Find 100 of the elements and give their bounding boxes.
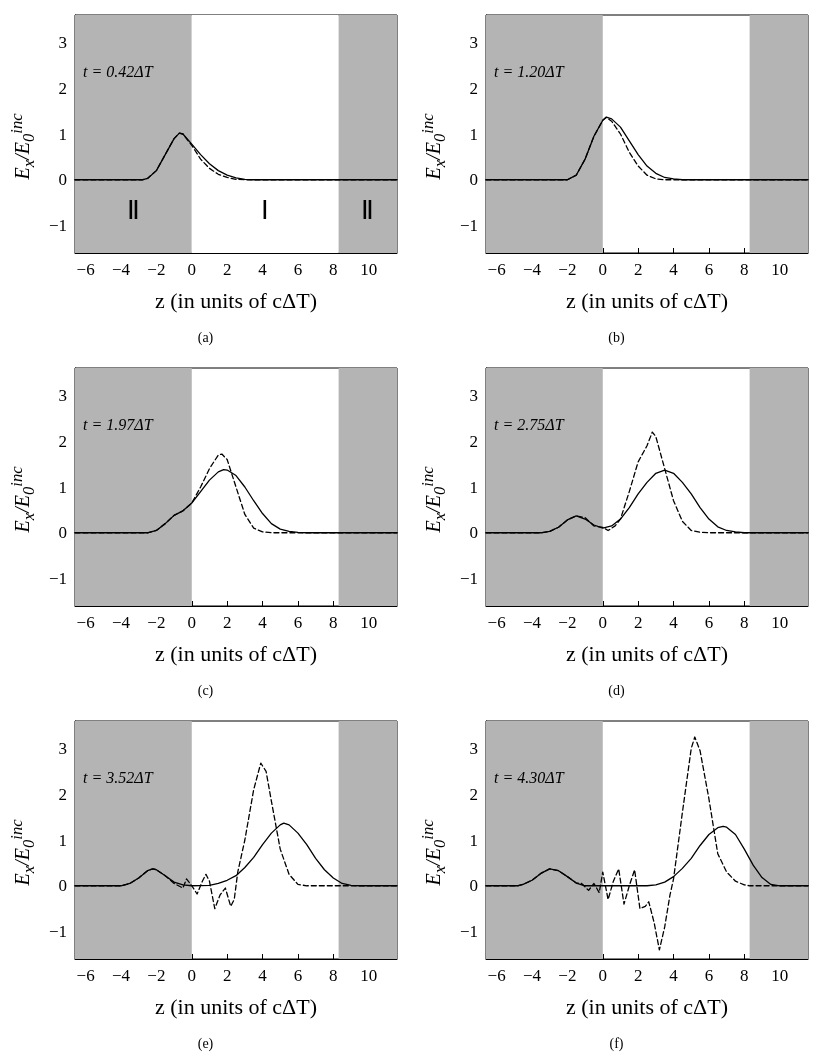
x-axis-title: z (in units of cΔT) — [155, 640, 317, 666]
x-tick-label: 8 — [329, 613, 338, 632]
y-tick-label: 1 — [58, 124, 67, 144]
x-tick-label: 6 — [704, 966, 714, 985]
y-tick-label: −1 — [459, 216, 478, 236]
y-tick-label: 3 — [469, 738, 478, 758]
x-tick-label: 2 — [222, 260, 232, 279]
x-tick-label: 4 — [258, 966, 268, 985]
text: (d) — [608, 682, 625, 699]
x-tick-label: 4 — [669, 966, 679, 985]
band-label: Ⅰ — [261, 195, 270, 225]
y-tick-label: 3 — [469, 385, 478, 405]
x-tick-label: 6 — [293, 966, 303, 985]
text: (e) — [197, 1035, 214, 1052]
x-tick-label: 0 — [598, 260, 608, 279]
y-tick-label: −1 — [48, 922, 67, 942]
text: t = 0.42ΔT — [83, 62, 154, 80]
x-tick-label: 6 — [293, 613, 303, 632]
y-tick-label: 3 — [469, 32, 478, 52]
y-tick-label: 3 — [58, 32, 67, 52]
x-tick-label: −2 — [147, 966, 166, 985]
x-tick-label: 10 — [360, 613, 378, 632]
x-tick-label: 0 — [598, 613, 608, 632]
text: t = 1.97ΔT — [83, 415, 154, 433]
band-label: Ⅱ — [126, 195, 140, 225]
x-axis-title: z (in units of cΔT) — [566, 287, 728, 313]
x-tick-label: −4 — [111, 260, 131, 279]
x-axis-title: z (in units of cΔT) — [566, 993, 728, 1019]
x-tick-label: 10 — [771, 260, 789, 279]
y-tick-label: 2 — [58, 784, 67, 804]
y-tick-label: 3 — [58, 385, 67, 405]
x-tick-label: 8 — [329, 260, 338, 279]
x-tick-label: −6 — [76, 260, 95, 279]
y-tick-label: 3 — [58, 738, 67, 758]
x-tick-label: −2 — [558, 260, 577, 279]
x-tick-label: −2 — [147, 260, 166, 279]
x-tick-label: 2 — [222, 966, 232, 985]
x-tick-label: 2 — [222, 613, 232, 632]
y-tick-label: 1 — [469, 124, 478, 144]
x-tick-label: 8 — [740, 966, 749, 985]
x-tick-label: −6 — [487, 966, 506, 985]
text: t = 1.20ΔT — [494, 62, 565, 80]
text: (f) — [609, 1035, 624, 1052]
y-tick-label: −1 — [48, 216, 67, 236]
y-tick-label: 0 — [469, 170, 478, 190]
band-label: Ⅱ — [361, 195, 375, 225]
x-tick-label: −4 — [522, 966, 542, 985]
x-axis-title: z (in units of cΔT) — [155, 993, 317, 1019]
text: (b) — [608, 329, 625, 346]
x-tick-label: 8 — [740, 613, 749, 632]
x-tick-label: −4 — [111, 613, 131, 632]
x-tick-label: 0 — [187, 613, 197, 632]
x-tick-label: 10 — [360, 260, 378, 279]
text: t = 3.52ΔT — [83, 768, 154, 786]
y-tick-label: 1 — [469, 830, 478, 850]
x-tick-label: 2 — [633, 966, 643, 985]
x-tick-label: −4 — [522, 613, 542, 632]
y-tick-label: 0 — [469, 523, 478, 543]
y-tick-label: 1 — [58, 830, 67, 850]
x-tick-label: 4 — [258, 613, 268, 632]
y-tick-label: 0 — [58, 170, 67, 190]
text: (c) — [197, 682, 214, 699]
x-tick-label: 6 — [293, 260, 303, 279]
x-tick-label: 10 — [771, 966, 789, 985]
x-tick-label: −4 — [522, 260, 542, 279]
x-tick-label: 4 — [669, 613, 679, 632]
x-tick-label: 10 — [771, 613, 789, 632]
x-tick-label: 6 — [704, 260, 714, 279]
x-tick-label: 2 — [633, 260, 643, 279]
y-tick-label: 0 — [469, 876, 478, 896]
y-tick-label: 0 — [58, 523, 67, 543]
x-axis-title: z (in units of cΔT) — [155, 287, 317, 313]
y-tick-label: 2 — [469, 431, 478, 451]
y-tick-label: −1 — [459, 922, 478, 942]
x-tick-label: −4 — [111, 966, 131, 985]
y-tick-label: 2 — [469, 784, 478, 804]
text: t = 4.30ΔT — [494, 768, 565, 786]
y-tick-label: 2 — [58, 431, 67, 451]
y-tick-label: 2 — [58, 78, 67, 98]
x-tick-label: −2 — [558, 966, 577, 985]
y-tick-label: 1 — [58, 477, 67, 497]
x-tick-label: −6 — [487, 613, 506, 632]
text: t = 2.75ΔT — [494, 415, 565, 433]
y-tick-label: −1 — [459, 569, 478, 589]
x-tick-label: 8 — [740, 260, 749, 279]
x-tick-label: 0 — [187, 260, 197, 279]
x-tick-label: −6 — [487, 260, 506, 279]
y-tick-label: −1 — [48, 569, 67, 589]
x-tick-label: −2 — [147, 613, 166, 632]
y-tick-label: 0 — [58, 876, 67, 896]
x-tick-label: 10 — [360, 966, 378, 985]
x-axis-title: z (in units of cΔT) — [566, 640, 728, 666]
x-tick-label: 0 — [187, 966, 197, 985]
x-tick-label: −2 — [558, 613, 577, 632]
x-tick-label: 8 — [329, 966, 338, 985]
x-tick-label: 4 — [258, 260, 268, 279]
y-tick-label: 2 — [469, 78, 478, 98]
x-tick-label: 4 — [669, 260, 679, 279]
y-tick-label: 1 — [469, 477, 478, 497]
x-tick-label: −6 — [76, 613, 95, 632]
